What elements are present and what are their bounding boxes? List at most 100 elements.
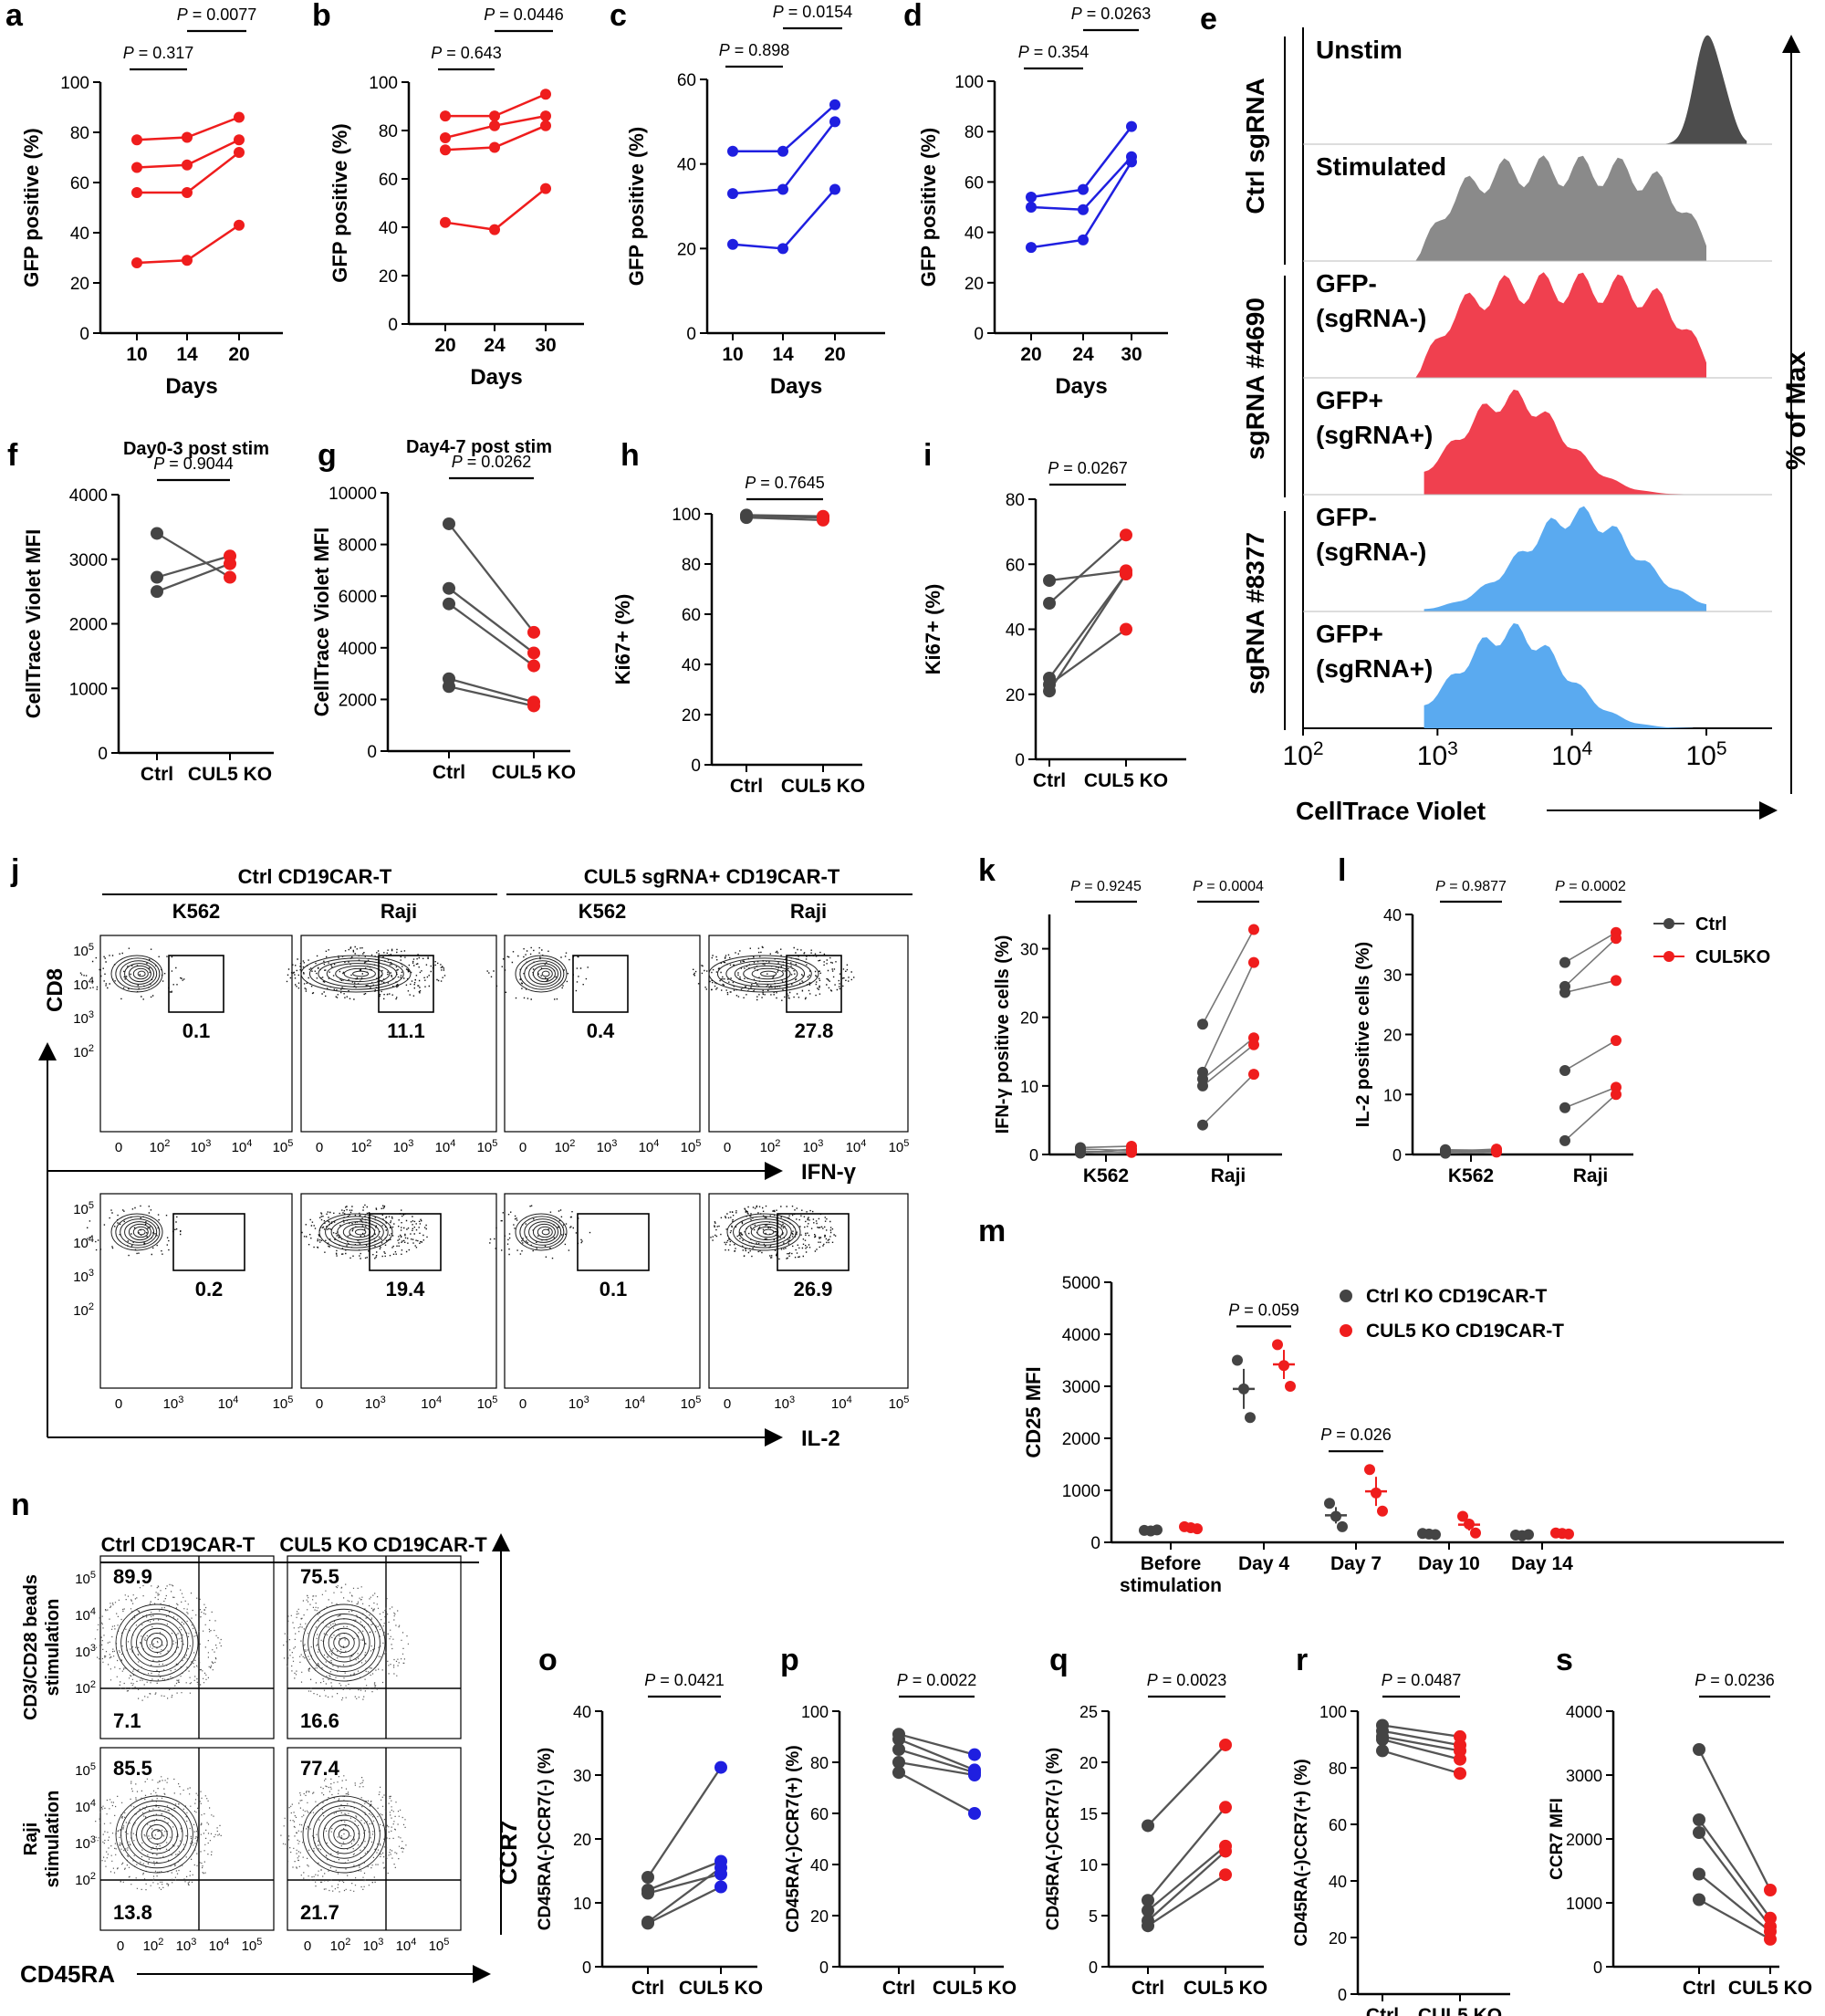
y-axis-label: CD8 — [43, 968, 68, 1012]
legend-label: Ctrl KO CD19CAR-T — [1366, 1286, 1548, 1307]
plot-frame — [504, 1193, 701, 1389]
data-point — [540, 120, 551, 131]
pair-line — [1202, 929, 1255, 1025]
data-point — [527, 625, 540, 639]
x-tick-label: K562 — [1083, 1165, 1129, 1186]
data-point — [440, 216, 451, 228]
chart-d: 0 20 40 60 80 100 GFP positive (%) 20 24 30 Days P … — [917, 5, 1168, 399]
p-value: P = 0.0236 — [1695, 1671, 1775, 1689]
data-point — [151, 570, 163, 584]
contour-line — [300, 955, 412, 993]
quadrant-percentage: 16.6 — [300, 1709, 339, 1732]
quadrant-percentage: 89.9 — [113, 1565, 152, 1588]
histogram — [1424, 622, 1694, 728]
y-tick-label: 4000 — [339, 640, 377, 659]
p-value: P = 0.0487 — [1382, 1671, 1462, 1689]
pair-line — [1698, 1832, 1771, 1927]
x-tick-label: 104 — [232, 1138, 253, 1155]
contour-line — [137, 970, 146, 977]
row-label: (sgRNA+) — [1316, 421, 1433, 449]
y-tick-label: 2000 — [339, 691, 377, 710]
p-value: P = 0.0077 — [177, 5, 257, 24]
contour-line — [528, 963, 559, 985]
p-value: P = 0.0263 — [1071, 5, 1152, 23]
pair-line — [1079, 1145, 1132, 1149]
panel-letter: s — [1556, 1643, 1573, 1677]
gate — [577, 1213, 650, 1271]
x-tick-label: 103 — [568, 1394, 589, 1412]
data-point — [540, 89, 551, 100]
panel-letter: g — [318, 438, 337, 473]
contour-line — [120, 960, 158, 987]
x-tick-label: 30 — [1121, 344, 1142, 365]
event-dots — [280, 1775, 407, 1893]
data-point — [829, 99, 840, 110]
contour-line — [515, 1213, 568, 1251]
x-axis-label: IL-2 — [801, 1426, 840, 1451]
p-value: P = 0.7645 — [745, 474, 825, 492]
chart-s: 0 1000 2000 3000 4000 CCR7 MFI Ctrl CUL5 KO P = … — [1548, 1671, 1812, 1999]
x-tick-label: 104 — [846, 1138, 867, 1155]
x-tick-label: 104 — [1551, 738, 1592, 772]
y-tick-label: 100 — [801, 1703, 829, 1721]
y-tick-label: 103 — [75, 1643, 96, 1660]
panel-letter: h — [620, 438, 640, 473]
y-tick-label: 0 — [1593, 1959, 1602, 1977]
y-tick-label: 105 — [73, 1200, 94, 1217]
pair-line — [1147, 1850, 1226, 1922]
event-dots — [283, 1583, 409, 1701]
x-tick-label: Ctrl — [631, 1978, 664, 1999]
contour-line — [124, 1221, 155, 1243]
pair-line — [898, 1771, 975, 1815]
panel-letter: k — [978, 853, 996, 888]
data-point — [1340, 1290, 1352, 1302]
contour-line — [318, 1810, 370, 1859]
gate — [786, 955, 842, 1013]
series-line — [444, 187, 547, 231]
contour-line — [760, 970, 777, 977]
y-tick-label: 0 — [691, 757, 701, 776]
data-point — [234, 147, 245, 158]
column-header: Raji — [790, 900, 827, 923]
data-point — [224, 570, 236, 584]
y-tick-label: 1000 — [1566, 1895, 1602, 1913]
y-tick-label: 0 — [388, 316, 398, 335]
data-point — [1611, 975, 1622, 987]
plot-frame — [504, 935, 701, 1133]
group-label: sgRNA #8377 — [1241, 532, 1269, 695]
x-tick-label: 104 — [218, 1394, 239, 1412]
data-point — [1219, 1844, 1232, 1858]
x-tick-label: 20 — [228, 344, 249, 365]
y-tick-label: 80 — [1329, 1760, 1347, 1778]
x-tick-label: 103 — [365, 1394, 386, 1412]
y-tick-label: 0 — [819, 1959, 829, 1977]
gate-percentage: 0.4 — [587, 1019, 615, 1042]
y-tick-label: 40 — [677, 156, 696, 175]
data-point — [131, 162, 142, 173]
row-label: (sgRNA-) — [1316, 538, 1426, 566]
legend-label: Ctrl — [1695, 914, 1726, 935]
x-tick-label: 0 — [519, 1140, 527, 1155]
x-tick-label: 20 — [1020, 344, 1041, 365]
x-tick-label: 105 — [889, 1394, 910, 1412]
x-tick-label: CUL5 KO — [492, 762, 576, 783]
contour-line — [528, 1221, 559, 1243]
contour-line — [132, 967, 149, 980]
contour-line — [318, 1213, 393, 1251]
data-point — [740, 511, 753, 525]
group-label: Ctrl sgRNA — [1241, 78, 1269, 214]
contour-line — [312, 1614, 376, 1672]
data-point — [641, 1871, 654, 1884]
y-tick-label: 10 — [573, 1895, 591, 1913]
arrow-head — [765, 1428, 783, 1447]
y-tick-label: 10 — [1383, 1086, 1402, 1104]
contour-line — [541, 1228, 550, 1236]
legend-label: CUL5 KO CD19CAR-T — [1366, 1321, 1564, 1342]
pair-line — [448, 677, 535, 704]
contour-line — [136, 1623, 178, 1663]
y-tick-label: 30 — [1020, 941, 1038, 959]
contour-line — [343, 967, 376, 980]
y-tick-label: 100 — [954, 73, 984, 92]
contour-line — [323, 1623, 365, 1663]
contour-line — [354, 1228, 367, 1236]
